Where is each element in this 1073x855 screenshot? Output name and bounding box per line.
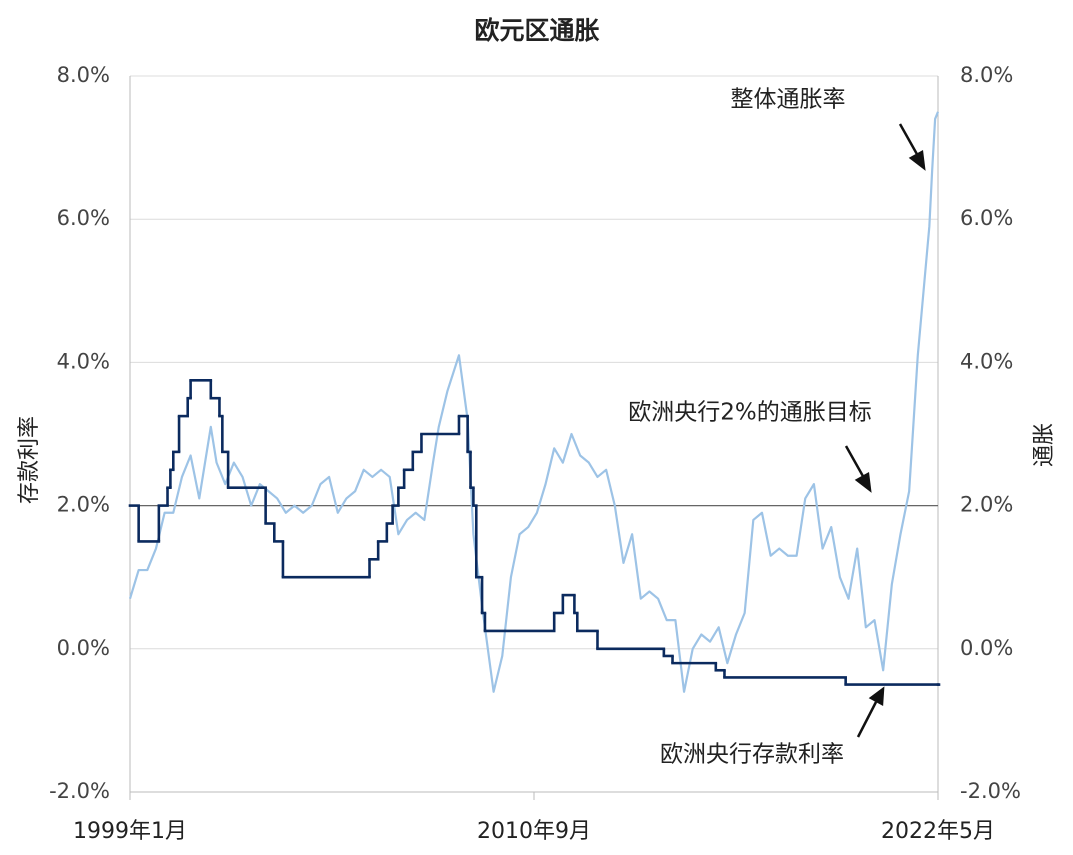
y-axis-title: 存款利率 xyxy=(17,416,42,504)
y-tick-label: 8.0% xyxy=(57,63,110,87)
y2-tick-label: 0.0% xyxy=(960,636,1013,660)
y2-tick-label: 8.0% xyxy=(960,63,1013,87)
x-tick-label: 2022年5月 xyxy=(881,819,995,844)
line-series xyxy=(128,111,940,693)
arrow xyxy=(856,701,878,738)
y2-tick-label: 2.0% xyxy=(960,493,1013,517)
y-tick-label: 0.0% xyxy=(57,636,110,660)
y2-tick-label: 4.0% xyxy=(960,349,1013,373)
y-tick-label: 2.0% xyxy=(57,493,110,517)
arrow xyxy=(844,445,866,479)
y-tick-label: -2.0% xyxy=(49,779,110,803)
y2-tick-label: 6.0% xyxy=(960,206,1013,230)
x-tick-label: 1999年1月 xyxy=(73,819,187,844)
arrow-head xyxy=(868,686,885,707)
x-tick-label: 2010年9月 xyxy=(477,819,591,844)
y2-tick-label: -2.0% xyxy=(960,779,1021,803)
y-tick-label: 4.0% xyxy=(57,349,110,373)
y-tick-label: 6.0% xyxy=(57,206,110,230)
chart-title: 欧元区通胀 xyxy=(474,16,599,45)
annotation: 欧洲央行存款利率 xyxy=(660,742,844,768)
arrow-head xyxy=(908,150,926,171)
plot-area: -2.0% 0.0% 2.0% 4.0% 6.0% 8.0% -2.0% 0.0% 2.0% 4.… xyxy=(49,63,1021,844)
arrow-head xyxy=(854,472,872,493)
annotation: 整体通胀率 xyxy=(731,87,846,113)
arrows xyxy=(844,123,926,738)
annotation: 欧洲央行2%的通胀目标 xyxy=(628,400,872,426)
y2-axis-title: 通胀 xyxy=(1032,423,1057,467)
arrow xyxy=(898,123,920,157)
